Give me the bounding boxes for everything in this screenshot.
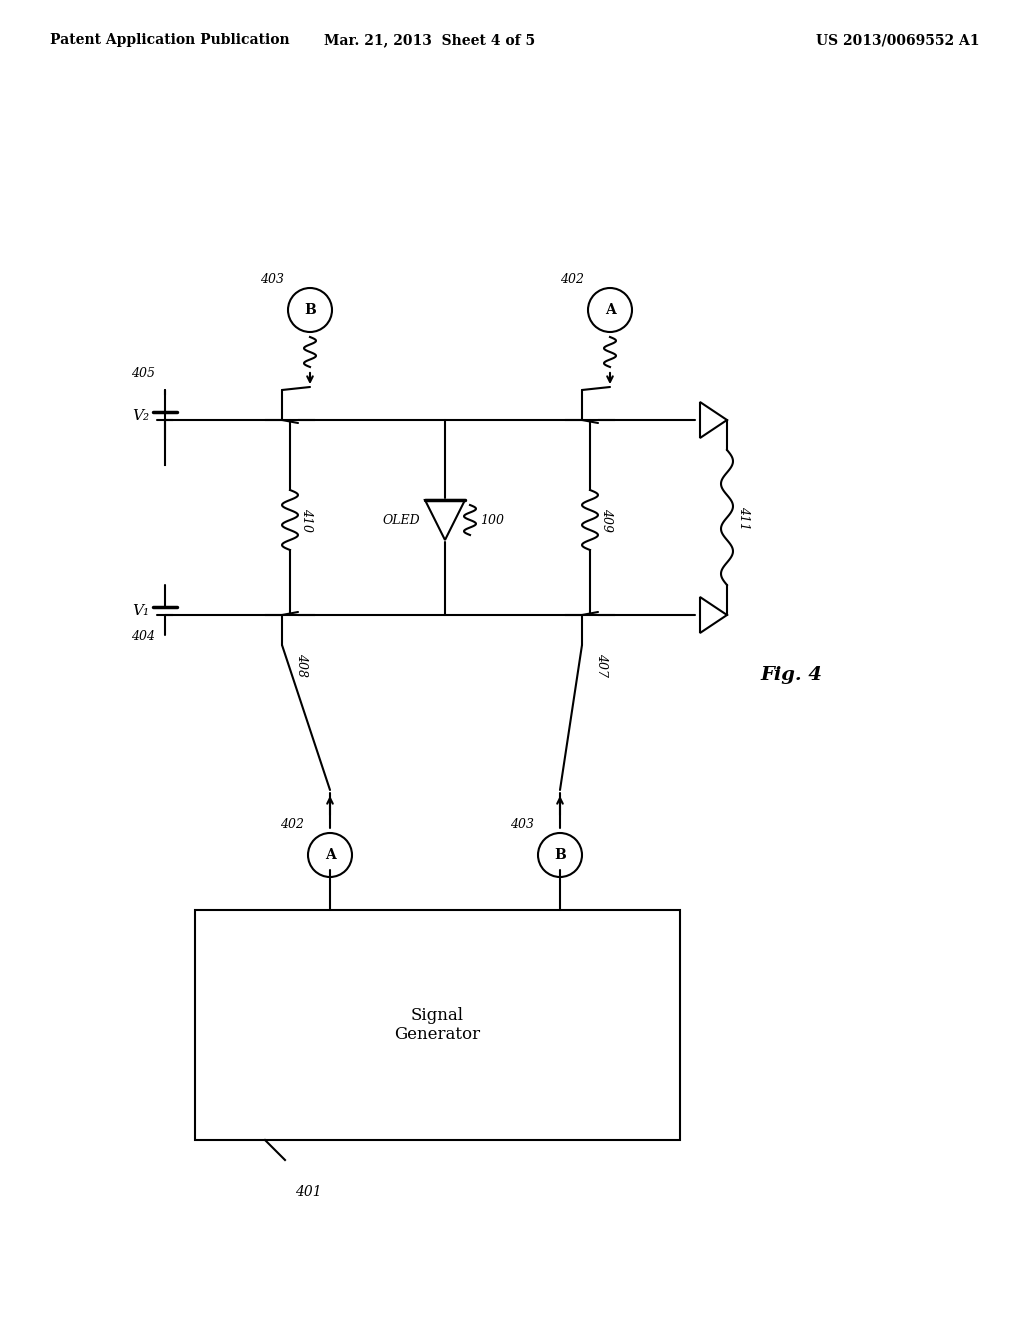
Text: 402: 402 xyxy=(560,273,584,286)
Text: 100: 100 xyxy=(480,513,504,527)
Text: A: A xyxy=(325,847,336,862)
Text: 407: 407 xyxy=(595,653,608,677)
Text: V₂: V₂ xyxy=(132,409,150,422)
Text: V₁: V₁ xyxy=(132,605,150,618)
Text: A: A xyxy=(604,304,615,317)
Text: US 2013/0069552 A1: US 2013/0069552 A1 xyxy=(816,33,980,48)
Text: 401: 401 xyxy=(295,1185,322,1199)
Text: OLED: OLED xyxy=(382,513,420,527)
Text: 408: 408 xyxy=(295,653,308,677)
Text: Signal
Generator: Signal Generator xyxy=(394,1007,480,1043)
Bar xyxy=(195,909,680,1140)
Text: 403: 403 xyxy=(510,818,534,832)
Text: B: B xyxy=(554,847,566,862)
Text: 405: 405 xyxy=(131,367,155,380)
Text: B: B xyxy=(304,304,315,317)
Text: 404: 404 xyxy=(131,630,155,643)
Text: 411: 411 xyxy=(737,506,750,529)
Text: 403: 403 xyxy=(260,273,284,286)
Text: 409: 409 xyxy=(600,508,613,532)
Text: Mar. 21, 2013  Sheet 4 of 5: Mar. 21, 2013 Sheet 4 of 5 xyxy=(325,33,536,48)
Text: Patent Application Publication: Patent Application Publication xyxy=(50,33,290,48)
Text: Fig. 4: Fig. 4 xyxy=(760,667,822,684)
Text: 410: 410 xyxy=(300,508,313,532)
Text: 402: 402 xyxy=(280,818,304,832)
